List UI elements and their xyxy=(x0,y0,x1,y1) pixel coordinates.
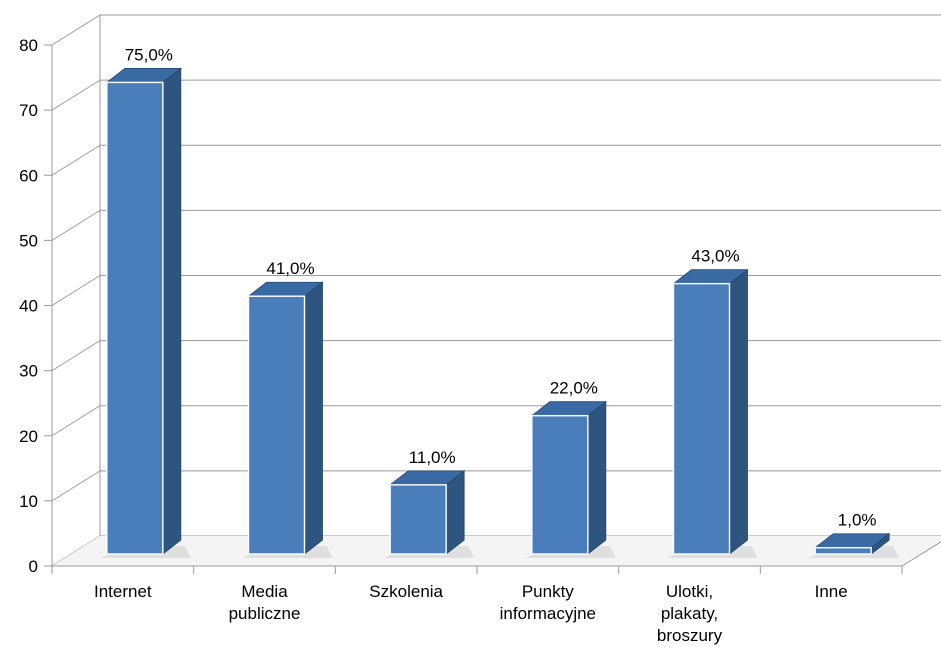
bar-front xyxy=(106,81,164,555)
bar xyxy=(809,532,900,558)
y-tick-label: 30 xyxy=(19,362,38,381)
bar-side xyxy=(729,268,748,555)
data-label: 41,0% xyxy=(266,259,314,278)
gridline-side xyxy=(51,14,101,46)
bar-side xyxy=(445,470,465,555)
bar-front xyxy=(672,282,731,555)
y-tick-label: 60 xyxy=(19,166,38,185)
data-label: 11,0% xyxy=(409,448,456,467)
y-tick-label: 10 xyxy=(19,492,38,511)
y-tick-label: 40 xyxy=(19,297,38,316)
data-label: 1,0% xyxy=(838,511,877,530)
x-tick-label-line: Punkty xyxy=(522,582,574,601)
y-tick-label: 0 xyxy=(29,557,38,576)
gridline-side xyxy=(51,340,101,372)
bar xyxy=(242,281,333,558)
bar xyxy=(525,400,616,558)
x-tick-label-line: Szkolenia xyxy=(369,582,443,601)
data-labels: 75,0% 41,0% 11,0% 22,0% 43,0% 1,0% xyxy=(125,45,877,529)
data-label: 75,0% xyxy=(125,45,173,64)
x-tick-label: Szkolenia xyxy=(369,582,443,601)
gridlines xyxy=(51,14,941,567)
data-label: 43,0% xyxy=(691,247,739,266)
bar xyxy=(100,67,191,558)
x-tick-label-line: Media xyxy=(241,582,288,601)
bars xyxy=(100,67,900,558)
y-tick-label: 80 xyxy=(19,36,38,55)
y-tick-label: 20 xyxy=(19,427,38,446)
x-tick-label-line: Internet xyxy=(94,582,152,601)
gridline-side xyxy=(51,209,101,241)
x-tick-label-line: broszury xyxy=(657,626,723,645)
bar-front xyxy=(531,414,589,555)
x-tick-label: Media publiczne xyxy=(229,582,301,623)
y-axis: 0 10 20 30 40 50 60 70 80 xyxy=(19,15,101,576)
bar-side xyxy=(304,281,323,555)
x-tick-label: Internet xyxy=(94,582,152,601)
x-axis: Internet Media publiczne Szkolenia Punkty inf… xyxy=(51,541,941,645)
x-tick-label: Inne xyxy=(815,582,848,601)
y-tick-label: 50 xyxy=(19,231,38,250)
x-tick-label-line: Ulotki, xyxy=(666,582,713,601)
x-tick-label-line: Inne xyxy=(815,582,848,601)
gridline-side xyxy=(51,79,101,111)
x-tick-label-line: plakaty, xyxy=(661,604,718,623)
gridline-side xyxy=(51,470,101,502)
bar-side xyxy=(162,67,182,555)
x-tick-label: Ulotki, plakaty, broszury xyxy=(657,582,723,645)
data-label: 22,0% xyxy=(550,379,598,398)
bar xyxy=(667,268,758,558)
gridline-side xyxy=(51,405,101,437)
bar-front xyxy=(814,547,872,555)
bar-front xyxy=(389,484,447,555)
bar-front xyxy=(247,295,306,555)
x-tick-label-line: informacyjne xyxy=(500,604,596,623)
x-tick-label-line: publiczne xyxy=(229,604,301,623)
bar xyxy=(384,470,475,558)
y-tick-label: 70 xyxy=(19,101,38,120)
gridline-side xyxy=(51,144,101,176)
x-axis-right-edge xyxy=(901,541,941,567)
gridline-side xyxy=(51,275,101,306)
bar-side xyxy=(587,400,607,555)
x-tick-label: Punkty informacyjne xyxy=(500,582,596,623)
